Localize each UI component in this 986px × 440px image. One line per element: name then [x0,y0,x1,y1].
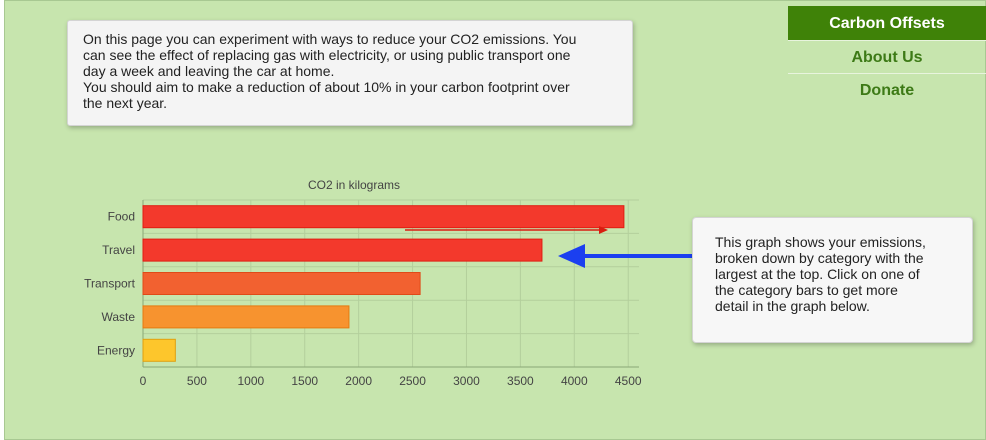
intro-line: You should aim to make a reduction of ab… [83,79,570,95]
x-tick-label: 4500 [615,374,642,388]
note-line: the category bars to get more [715,282,898,298]
bar-energy[interactable] [142,338,176,362]
x-tick-label: 1000 [237,374,264,388]
nav-item-about-us[interactable]: About Us [788,41,986,74]
bar-transport[interactable] [142,272,421,295]
bar-food[interactable] [142,205,625,229]
x-tick-label: 2500 [399,374,426,388]
chart-category-labels: Food Travel Transport Waste Energy [84,210,136,358]
intro-line: can see the effect of replacing gas with… [83,47,571,63]
note-line: largest at the top. Click on one of [715,266,920,282]
category-label-transport: Transport [84,277,136,291]
note-line: broken down by category with the [715,250,924,266]
category-label-waste: Waste [101,310,135,324]
x-tick-label: 3000 [453,374,480,388]
x-tick-label: 0 [140,374,147,388]
pointer-arrow [558,244,699,268]
x-tick-label: 4000 [561,374,588,388]
graph-help-box: This graph shows your emissions, broken … [692,217,973,343]
x-tick-label: 1500 [291,374,318,388]
food-bar-arrow-head [599,226,608,234]
pointer-arrow-head [558,244,585,268]
intro-line: day a week and leaving the car at home. [83,63,335,79]
x-tick-label: 2000 [345,374,372,388]
chart-x-ticks: 0 500 1000 1500 2000 2500 3000 3500 4000 4500 [140,374,642,388]
chart-title: CO2 in kilograms [308,178,400,192]
note-line: detail in the graph below. [715,298,870,314]
note-line: This graph shows your emissions, [715,234,926,250]
category-label-travel: Travel [102,243,135,257]
category-label-energy: Energy [97,343,135,357]
x-tick-label: 3500 [507,374,534,388]
bar-waste[interactable] [142,305,350,329]
bar-travel[interactable] [142,238,543,262]
emissions-bar-chart: CO2 in kilograms Food Travel Transport Wast… [84,178,699,388]
intro-line: On this page you can experiment with way… [83,31,577,47]
x-tick-label: 500 [187,374,207,388]
intro-text-box: On this page you can experiment with way… [67,20,633,126]
chart-bars [142,205,625,362]
nav-item-donate[interactable]: Donate [859,82,915,99]
category-label-food: Food [108,210,135,224]
nav-item-carbon-offsets[interactable]: Carbon Offsets [788,6,986,41]
side-nav: Carbon Offsets About Us Donate [788,6,986,107]
intro-line: the next year. [83,95,168,111]
